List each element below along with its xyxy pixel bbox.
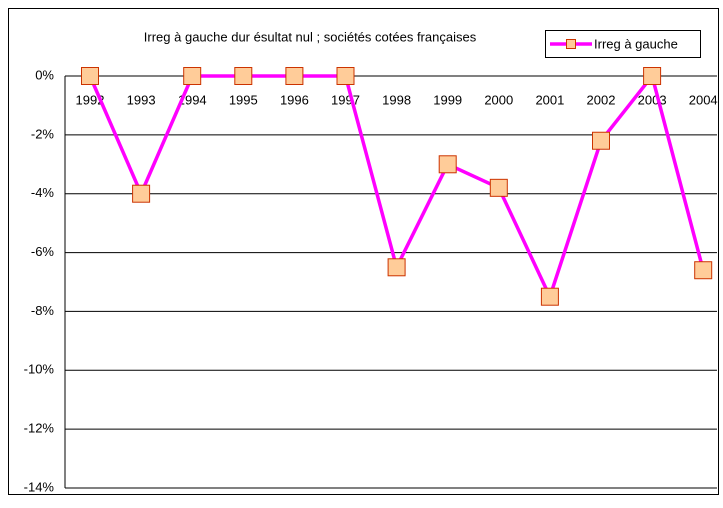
marker	[592, 131, 610, 150]
y-tick-label: -2%	[31, 126, 55, 141]
marker	[183, 67, 202, 85]
x-tick-label: 2002	[587, 92, 616, 107]
chart-title: Irreg à gauche dur ésultat nul ; société…	[144, 29, 477, 44]
marker	[336, 67, 355, 85]
x-tick-label: 2001	[535, 92, 564, 107]
y-tick-label: -10%	[24, 362, 55, 377]
x-tick-label: 2000	[484, 92, 513, 107]
chart-border	[8, 8, 719, 495]
y-tick-label: -14%	[24, 479, 55, 494]
x-tick-label: 2003	[638, 92, 667, 107]
marker	[81, 67, 99, 85]
x-tick-label: 1996	[280, 92, 309, 107]
y-tick-label: -4%	[31, 185, 55, 200]
y-tick-label: 0%	[35, 67, 54, 82]
y-tick-label: -8%	[31, 303, 55, 318]
marker	[234, 67, 253, 85]
x-tick-label: 1993	[127, 92, 156, 107]
x-tick-label: 1999	[433, 92, 462, 107]
marker	[438, 155, 457, 174]
y-tick-label: -12%	[24, 421, 55, 436]
x-tick-label: 1998	[382, 92, 411, 107]
marker	[132, 184, 151, 203]
marker	[643, 67, 662, 85]
marker	[694, 261, 713, 280]
y-tick-label: -6%	[31, 244, 55, 259]
legend-label: Irreg à gauche	[594, 36, 678, 51]
marker	[540, 287, 559, 306]
marker	[387, 258, 406, 277]
x-tick-label: 2004	[689, 92, 718, 107]
x-tick-label: 1997	[331, 92, 360, 107]
legend-marker	[566, 39, 576, 49]
x-tick-label: 1995	[229, 92, 258, 107]
marker	[285, 67, 304, 85]
marker	[489, 178, 508, 197]
